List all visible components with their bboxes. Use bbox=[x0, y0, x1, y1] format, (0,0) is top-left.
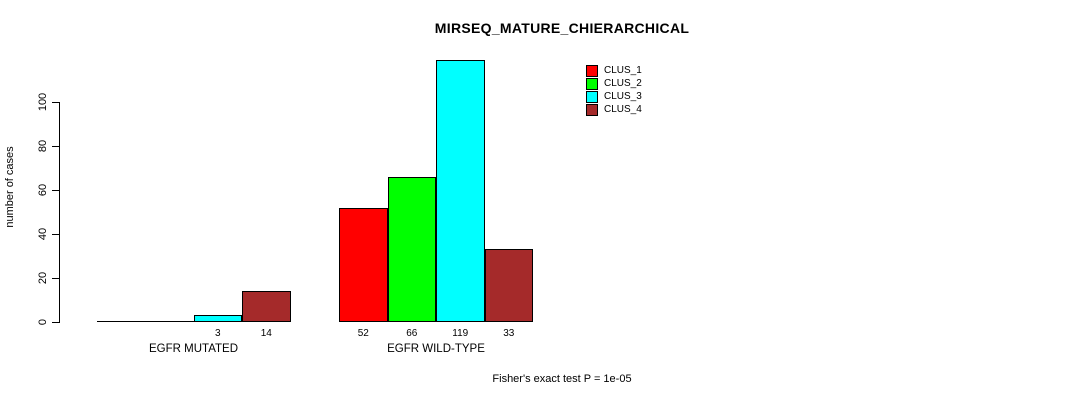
legend-item-clus_3: CLUS_3 bbox=[586, 90, 642, 103]
y-tick-label: 100 bbox=[37, 92, 49, 112]
legend-swatch bbox=[586, 64, 598, 77]
bar-clus_3-group2 bbox=[436, 60, 485, 322]
y-axis-line bbox=[59, 102, 60, 323]
x-group-label: EGFR MUTATED bbox=[148, 343, 239, 355]
bar-value-label: 14 bbox=[260, 328, 272, 339]
legend-item-clus_2: CLUS_2 bbox=[586, 77, 642, 90]
y-tick-mark bbox=[52, 234, 59, 235]
legend-swatch bbox=[586, 103, 598, 116]
y-tick-label: 40 bbox=[37, 227, 49, 241]
bar-clus_4-group1 bbox=[242, 291, 291, 322]
y-tick-label: 80 bbox=[37, 139, 49, 153]
legend-item-clus_4: CLUS_4 bbox=[586, 103, 642, 116]
footnote: Fisher's exact test P = 1e-05 bbox=[492, 373, 632, 385]
legend-label: CLUS_4 bbox=[604, 104, 642, 115]
x-group-label: EGFR WILD-TYPE bbox=[387, 343, 485, 355]
y-tick-mark bbox=[52, 146, 59, 147]
y-tick-label: 60 bbox=[37, 183, 49, 197]
bar-value-label: 119 bbox=[452, 328, 469, 339]
bar-value-label: 33 bbox=[503, 328, 515, 339]
y-tick-mark bbox=[52, 322, 59, 323]
bar-value-label: 52 bbox=[357, 328, 369, 339]
bar-clus_1-group2 bbox=[339, 208, 388, 322]
bar-value-label: 3 bbox=[214, 328, 221, 339]
legend-swatch bbox=[586, 90, 598, 103]
legend-label: CLUS_3 bbox=[604, 91, 642, 102]
legend: CLUS_1 CLUS_2 CLUS_3 CLUS_4 bbox=[586, 64, 642, 116]
legend-item-clus_1: CLUS_1 bbox=[586, 64, 642, 77]
zero-height-bar-clus_2-group1 bbox=[145, 321, 195, 322]
y-tick-label: 20 bbox=[37, 271, 49, 285]
bar-clus_4-group2 bbox=[484, 249, 533, 322]
legend-label: CLUS_2 bbox=[604, 78, 642, 89]
chart-title: MIRSEQ_MATURE_CHIERARCHICAL bbox=[434, 20, 690, 36]
legend-label: CLUS_1 bbox=[604, 65, 642, 76]
bar-clus_3-group1 bbox=[193, 315, 242, 322]
y-axis-label: number of cases bbox=[4, 146, 16, 228]
y-tick-mark bbox=[52, 190, 59, 191]
legend-swatch bbox=[586, 77, 598, 90]
y-tick-label: 0 bbox=[37, 318, 49, 326]
y-tick-mark bbox=[52, 278, 59, 279]
y-tick-mark bbox=[52, 102, 59, 103]
bar-value-label: 66 bbox=[406, 328, 418, 339]
zero-height-bar-clus_1-group1 bbox=[96, 321, 146, 322]
bar-clus_2-group2 bbox=[387, 177, 436, 322]
